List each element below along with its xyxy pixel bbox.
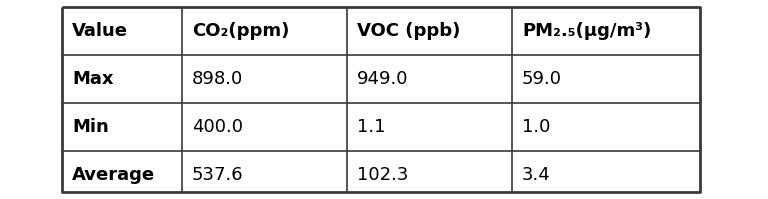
Text: 1.0: 1.0 bbox=[522, 118, 551, 136]
Text: Max: Max bbox=[72, 70, 114, 88]
Text: Value: Value bbox=[72, 22, 128, 40]
Text: 537.6: 537.6 bbox=[192, 166, 243, 184]
Text: 3.4: 3.4 bbox=[522, 166, 551, 184]
Text: Min: Min bbox=[72, 118, 109, 136]
Text: 59.0: 59.0 bbox=[522, 70, 562, 88]
Text: CO₂(ppm): CO₂(ppm) bbox=[192, 22, 290, 40]
Text: 102.3: 102.3 bbox=[357, 166, 409, 184]
Text: Average: Average bbox=[72, 166, 155, 184]
Text: 1.1: 1.1 bbox=[357, 118, 386, 136]
Text: VOC (ppb): VOC (ppb) bbox=[357, 22, 460, 40]
Text: 898.0: 898.0 bbox=[192, 70, 243, 88]
Text: 949.0: 949.0 bbox=[357, 70, 409, 88]
Text: 400.0: 400.0 bbox=[192, 118, 243, 136]
Text: PM₂.₅(μg/m³): PM₂.₅(μg/m³) bbox=[522, 22, 651, 40]
